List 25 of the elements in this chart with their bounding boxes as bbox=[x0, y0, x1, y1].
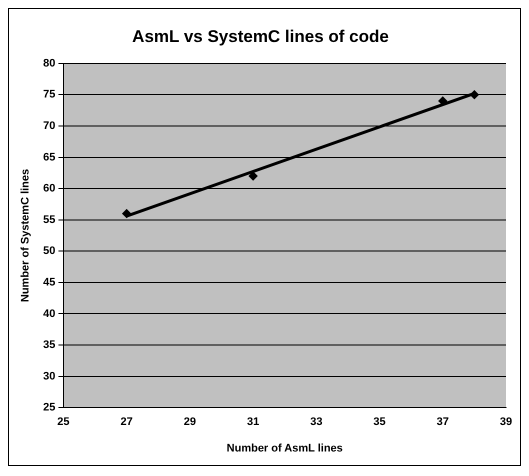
y-tick-label: 50 bbox=[43, 245, 56, 258]
x-tick-label: 39 bbox=[500, 416, 512, 428]
y-tick-label: 75 bbox=[43, 88, 56, 101]
y-tick-label: 25 bbox=[43, 402, 56, 414]
x-axis-title: Number of AsmL lines bbox=[226, 442, 343, 454]
x-tick-label: 35 bbox=[373, 416, 386, 428]
chart-title: AsmL vs SystemC lines of code bbox=[132, 26, 389, 46]
y-tick-label: 35 bbox=[43, 339, 56, 352]
y-axis-title: Number of SystemC lines bbox=[20, 168, 32, 302]
x-tick-label: 33 bbox=[310, 416, 322, 428]
y-tick-label: 55 bbox=[43, 214, 56, 226]
y-tick-label: 60 bbox=[43, 182, 56, 195]
point bbox=[248, 172, 258, 181]
y-tick-label: 45 bbox=[43, 276, 56, 288]
y-tick-label: 80 bbox=[43, 57, 56, 70]
y-tick-label: 40 bbox=[43, 308, 56, 320]
point bbox=[122, 209, 132, 218]
y-tick-label: 70 bbox=[43, 120, 56, 132]
x-tick-label: 25 bbox=[57, 416, 70, 428]
y-tick-label: 30 bbox=[43, 370, 56, 382]
x-tick-label: 31 bbox=[246, 416, 260, 428]
x-tick-label: 29 bbox=[184, 416, 196, 428]
y-tick-label: 65 bbox=[43, 151, 56, 164]
x-tick-label: 37 bbox=[436, 416, 449, 428]
x-tick-label: 27 bbox=[120, 416, 133, 428]
